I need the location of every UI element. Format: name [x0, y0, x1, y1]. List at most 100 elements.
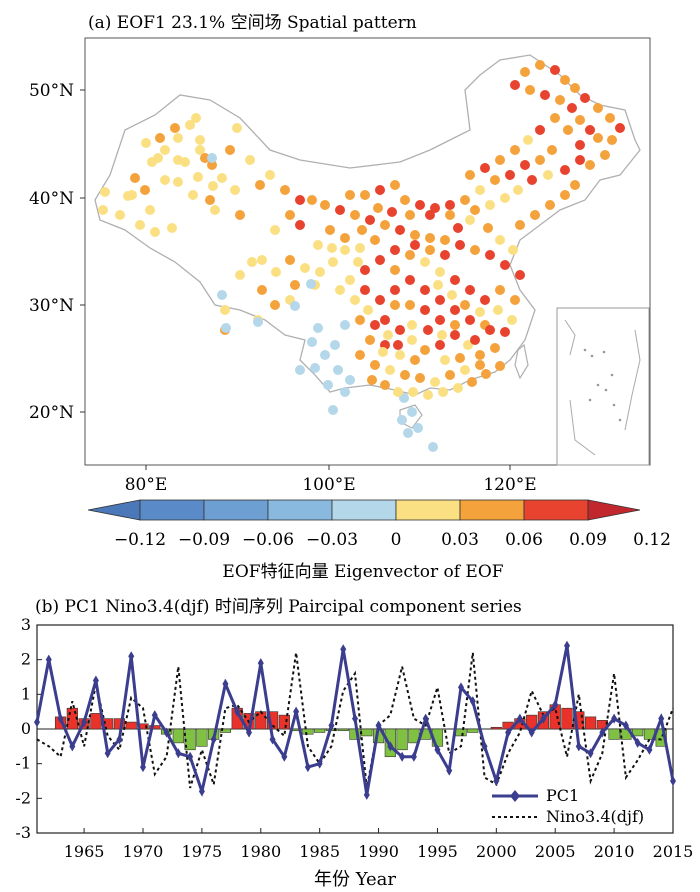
lon-axis: 80°E 100°E 120°E — [125, 465, 537, 495]
station-dot — [445, 370, 455, 380]
x-tick-label: 1970 — [123, 842, 164, 861]
station-dot — [200, 153, 210, 163]
station-dot — [208, 181, 218, 191]
taiwan-outline — [514, 343, 529, 380]
bar — [172, 728, 184, 744]
pc1-point — [140, 762, 146, 773]
bar — [467, 728, 479, 733]
station-dot — [475, 350, 485, 360]
station-dot — [221, 323, 231, 333]
colorbar-extend-low — [87, 499, 141, 521]
station-dots — [98, 60, 625, 452]
pc1-point — [104, 748, 111, 759]
lat-label-40: 40°N — [29, 189, 74, 209]
station-dot — [540, 90, 550, 100]
station-dot — [135, 220, 145, 230]
pc1-point — [528, 727, 535, 738]
station-dot — [455, 240, 465, 250]
station-dot — [350, 210, 360, 220]
station-dot — [370, 235, 380, 245]
station-dot — [593, 103, 603, 113]
station-dot — [220, 305, 230, 315]
x-tick-label: 2000 — [476, 842, 517, 861]
station-dot — [510, 80, 520, 90]
station-dot — [495, 235, 505, 245]
station-dot — [403, 428, 413, 438]
station-dot — [428, 442, 438, 452]
station-dot — [490, 175, 500, 185]
station-dot — [370, 360, 380, 370]
station-dot — [225, 145, 235, 155]
china-outline — [94, 54, 641, 396]
station-dot — [480, 295, 490, 305]
x-tick-label: 2005 — [535, 842, 576, 861]
station-dot — [357, 225, 367, 235]
station-dot — [407, 407, 417, 417]
station-dot — [173, 155, 183, 165]
station-dot — [450, 305, 460, 315]
colorbar-tick-label: −0.03 — [306, 530, 358, 550]
station-dot — [155, 133, 165, 143]
nino-series — [36, 652, 674, 789]
station-dot — [560, 165, 570, 175]
station-dot — [320, 200, 330, 210]
station-dot — [340, 245, 350, 255]
pc1-point — [151, 710, 158, 721]
pc1-point — [281, 751, 288, 762]
station-dot — [435, 267, 445, 277]
station-dot — [485, 200, 495, 210]
station-dot — [340, 320, 350, 330]
pc1-point — [328, 720, 335, 731]
station-dot — [141, 138, 151, 148]
station-dot — [328, 405, 338, 415]
station-dot — [355, 350, 365, 360]
station-dot — [307, 337, 317, 347]
panel-a: (a) EOF1 23.1% 空间场 Spatial pattern 50°N … — [29, 13, 671, 582]
pc1-point — [234, 706, 241, 717]
bar — [584, 716, 597, 730]
station-dot — [270, 300, 280, 310]
y-tick-label: -1 — [15, 754, 31, 773]
station-dot — [360, 190, 370, 200]
colorbar-extend-high — [587, 499, 641, 521]
colorbar-segment — [331, 499, 397, 521]
station-dot — [320, 350, 330, 360]
y-tick-label: 3 — [21, 615, 31, 634]
colorbar-tick-label: 0.03 — [441, 530, 479, 550]
station-dot — [295, 195, 305, 205]
colorbar-segment — [139, 499, 205, 521]
lat-label-50: 50°N — [29, 81, 74, 101]
station-dot — [271, 267, 281, 277]
station-dot — [380, 380, 390, 390]
station-dot — [378, 347, 388, 357]
legend-pc1-label: PC1 — [546, 786, 579, 805]
bar — [149, 725, 161, 730]
station-dot — [593, 133, 603, 143]
station-dot — [480, 163, 490, 173]
station-dot — [365, 215, 375, 225]
station-dot — [255, 180, 265, 190]
pc1-point — [446, 765, 453, 776]
colorbar-segment — [459, 499, 525, 521]
station-dot — [463, 340, 473, 350]
station-dot — [395, 225, 405, 235]
station-dot — [530, 210, 540, 220]
station-dot — [440, 235, 450, 245]
station-dot — [140, 185, 150, 195]
station-dot — [433, 280, 443, 290]
station-dot — [405, 210, 415, 220]
station-dot — [420, 285, 430, 295]
y-tick-label: -2 — [15, 788, 31, 807]
y-tick-label: 2 — [21, 650, 31, 669]
station-dot — [400, 370, 410, 380]
station-dot — [465, 315, 475, 325]
station-dot — [375, 255, 385, 265]
pc1-point — [516, 713, 523, 724]
station-dot — [445, 210, 455, 220]
station-dot — [453, 223, 463, 233]
pc1-point — [116, 734, 123, 745]
station-dot — [410, 240, 420, 250]
lat-axis: 50°N 40°N 30°N 20°N — [29, 81, 85, 423]
station-dot — [306, 279, 316, 289]
